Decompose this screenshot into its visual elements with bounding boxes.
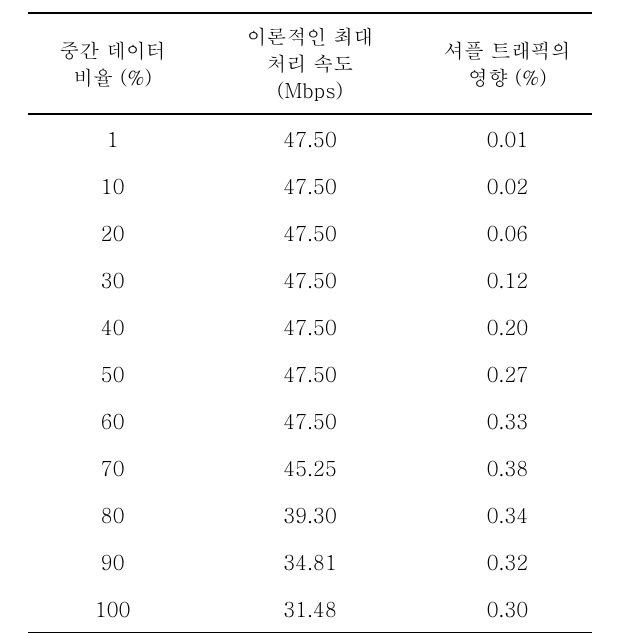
table-cell: 45.25 <box>197 444 423 491</box>
table-row: 9034.810.32 <box>28 538 592 585</box>
col-header-ratio: 중간 데이터 비율 (%) <box>28 13 197 114</box>
header-text: 영향 (%) <box>468 62 547 91</box>
table-row: 6047.500.33 <box>28 397 592 444</box>
header-text: 처리 속도 <box>267 48 354 77</box>
table-cell: 0.27 <box>423 350 592 397</box>
table-cell: 70 <box>28 444 197 491</box>
header-text: 셔플 트래픽의 <box>444 35 571 64</box>
table-row: 7045.250.38 <box>28 444 592 491</box>
table-cell: 0.30 <box>423 585 592 633</box>
table-cell: 30 <box>28 256 197 303</box>
table-cell: 0.20 <box>423 303 592 350</box>
table-row: 2047.500.06 <box>28 209 592 256</box>
col-header-impact: 셔플 트래픽의 영향 (%) <box>423 13 592 114</box>
table-cell: 40 <box>28 303 197 350</box>
table-cell: 47.50 <box>197 303 423 350</box>
table-cell: 47.50 <box>197 162 423 209</box>
table-cell: 0.06 <box>423 209 592 256</box>
table-row: 3047.500.12 <box>28 256 592 303</box>
table-cell: 20 <box>28 209 197 256</box>
table-cell: 47.50 <box>197 350 423 397</box>
table-row: 1047.500.02 <box>28 162 592 209</box>
table-cell: 50 <box>28 350 197 397</box>
table-cell: 47.50 <box>197 209 423 256</box>
table-cell: 0.38 <box>423 444 592 491</box>
data-table: 중간 데이터 비율 (%) 이론적인 최대 처리 속도 (Mbps) 셔플 트래… <box>28 12 592 633</box>
header-text: 중간 데이터 <box>59 35 166 64</box>
header-text: (Mbps) <box>277 75 343 104</box>
table-cell: 0.02 <box>423 162 592 209</box>
table-cell: 0.01 <box>423 114 592 162</box>
table-cell: 10 <box>28 162 197 209</box>
table-row: 10031.480.30 <box>28 585 592 633</box>
table-header-row: 중간 데이터 비율 (%) 이론적인 최대 처리 속도 (Mbps) 셔플 트래… <box>28 13 592 114</box>
table-cell: 47.50 <box>197 397 423 444</box>
table-row: 4047.500.20 <box>28 303 592 350</box>
table-body: 147.500.011047.500.022047.500.063047.500… <box>28 114 592 633</box>
table-cell: 47.50 <box>197 114 423 162</box>
table-cell: 100 <box>28 585 197 633</box>
table-cell: 34.81 <box>197 538 423 585</box>
table-cell: 47.50 <box>197 256 423 303</box>
col-header-throughput: 이론적인 최대 처리 속도 (Mbps) <box>197 13 423 114</box>
table-cell: 0.12 <box>423 256 592 303</box>
header-text: 비율 (%) <box>73 62 152 91</box>
table-cell: 90 <box>28 538 197 585</box>
table-cell: 1 <box>28 114 197 162</box>
table-cell: 0.32 <box>423 538 592 585</box>
table-cell: 0.33 <box>423 397 592 444</box>
table-row: 5047.500.27 <box>28 350 592 397</box>
table-cell: 31.48 <box>197 585 423 633</box>
table-row: 147.500.01 <box>28 114 592 162</box>
header-text: 이론적인 최대 <box>247 21 374 50</box>
table-cell: 60 <box>28 397 197 444</box>
